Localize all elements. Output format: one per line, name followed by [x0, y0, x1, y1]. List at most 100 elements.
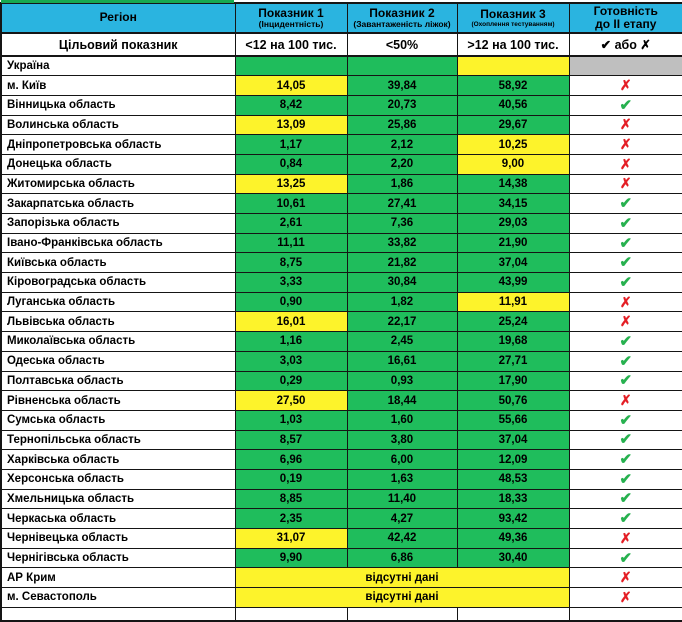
readiness-cell: ✗	[569, 76, 682, 96]
indicator2-value-cell: 25,86	[347, 115, 457, 135]
checkmark-icon: ✔	[619, 275, 632, 290]
readiness-cell: ✔	[569, 233, 682, 253]
region-name-cell: Україна	[1, 56, 235, 76]
indicator1-value-cell: 16,01	[235, 312, 347, 332]
readiness-title: Готовність	[594, 4, 658, 18]
readiness-cell: ✔	[569, 332, 682, 352]
indicator2-value-cell: 18,44	[347, 391, 457, 411]
region-name-cell: м. Київ	[1, 76, 235, 96]
checkmark-icon: ✔	[619, 491, 632, 506]
checkmark-icon: ✔	[619, 334, 632, 349]
indicator1-value-cell: 10,61	[235, 194, 347, 214]
region-name-cell: Хмельницька область	[1, 489, 235, 509]
region-name-cell: Херсонська область	[1, 469, 235, 489]
readiness-cell: ✗	[569, 391, 682, 411]
no-data-cell: відсутні дані	[235, 568, 569, 588]
readiness-cell: ✗	[569, 568, 682, 588]
region-name-cell: Дніпропетровська область	[1, 135, 235, 155]
indicator2-title: Показник 2	[369, 6, 434, 20]
indicator3-value-cell: 34,15	[457, 194, 569, 214]
indicator3-value-cell: 43,99	[457, 273, 569, 293]
indicator2-value-cell: 42,42	[347, 529, 457, 549]
cross-icon: ✗	[620, 78, 632, 92]
indicator1-value-cell: 1,03	[235, 410, 347, 430]
readiness-cell: ✗	[569, 135, 682, 155]
checkmark-icon: ✔	[619, 354, 632, 369]
region-name-cell: Вінницька область	[1, 95, 235, 115]
indicator2-value-cell: 2,12	[347, 135, 457, 155]
region-name-cell: Закарпатська область	[1, 194, 235, 214]
empty-cell	[235, 607, 347, 621]
indicator3-value-cell: 21,90	[457, 233, 569, 253]
readiness-cell: ✔	[569, 95, 682, 115]
column-header-readiness: Готовність до ІІ етапу	[569, 3, 682, 33]
header-row: Регіон Показник 1 (Інцидентність) Показн…	[1, 3, 682, 33]
region-name-cell: Волинська область	[1, 115, 235, 135]
checkmark-icon: ✔	[619, 196, 632, 211]
indicator1-value-cell: 0,84	[235, 154, 347, 174]
readiness-cell: ✗	[569, 174, 682, 194]
readiness-cell: ✔	[569, 548, 682, 568]
readiness-cell: ✗	[569, 115, 682, 135]
cross-icon: ✗	[620, 295, 632, 309]
table-row: Україна	[1, 56, 682, 76]
checkmark-icon: ✔	[619, 373, 632, 388]
readiness-cell	[569, 56, 682, 76]
readiness-cell: ✗	[569, 529, 682, 549]
indicator3-value-cell: 14,38	[457, 174, 569, 194]
indicator2-value-cell: 1,82	[347, 292, 457, 312]
cross-icon: ✗	[620, 176, 632, 190]
indicator1-value-cell: 8,42	[235, 95, 347, 115]
indicator2-value-cell: 4,27	[347, 509, 457, 529]
cross-icon: ✗	[620, 570, 632, 584]
empty-cell	[1, 607, 235, 621]
region-name-cell: Харківська область	[1, 450, 235, 470]
no-data-cell: відсутні дані	[235, 588, 569, 608]
empty-cell	[569, 607, 682, 621]
indicator2-value-cell: 27,41	[347, 194, 457, 214]
readiness-cell: ✔	[569, 351, 682, 371]
region-name-cell: Житомирська область	[1, 174, 235, 194]
indicator3-value-cell: 93,42	[457, 509, 569, 529]
readiness-cell: ✔	[569, 450, 682, 470]
indicator2-value-cell: 11,40	[347, 489, 457, 509]
indicator3-value-cell: 58,92	[457, 76, 569, 96]
readiness-cell: ✔	[569, 194, 682, 214]
indicator3-value-cell: 48,53	[457, 469, 569, 489]
indicator2-value-cell: 30,84	[347, 273, 457, 293]
indicator1-value-cell: 2,61	[235, 214, 347, 234]
indicator2-subtitle: (Завантаженість ліжок)	[348, 20, 457, 29]
readiness-cell: ✔	[569, 469, 682, 489]
readiness-cell: ✔	[569, 273, 682, 293]
indicator2-value-cell	[347, 56, 457, 76]
indicator1-value-cell: 0,19	[235, 469, 347, 489]
indicator2-value-cell: 1,86	[347, 174, 457, 194]
indicator2-value-cell: 33,82	[347, 233, 457, 253]
cross-icon: ✗	[620, 117, 632, 131]
column-header-indicator1: Показник 1 (Інцидентність)	[235, 3, 347, 33]
checkmark-icon: ✔	[619, 551, 632, 566]
region-name-cell: Київська область	[1, 253, 235, 273]
region-name-cell: Миколаївська область	[1, 332, 235, 352]
indicator3-value-cell: 50,76	[457, 391, 569, 411]
indicator1-value-cell: 31,07	[235, 529, 347, 549]
target-indicator-row: Цільовий показник <12 на 100 тис. <50% >…	[1, 33, 682, 56]
region-name-cell: Полтавська область	[1, 371, 235, 391]
region-name-cell: Черкаська область	[1, 509, 235, 529]
readiness-cell: ✔	[569, 509, 682, 529]
target-readiness-legend: ✔ або ✗	[569, 33, 682, 56]
readiness-cell: ✗	[569, 588, 682, 608]
